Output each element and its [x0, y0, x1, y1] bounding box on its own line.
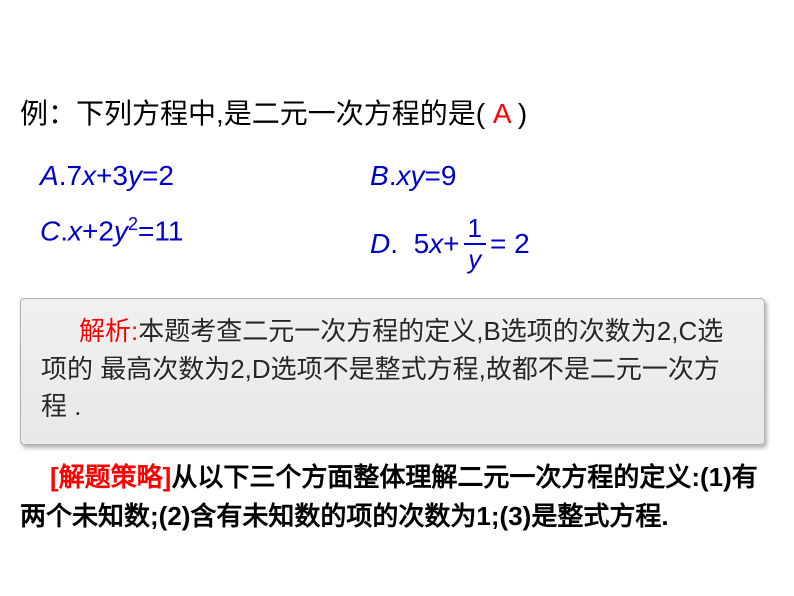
explanation-box: 解析:本题考查二元一次方程的定义,B选项的次数为2,C选项的 最高次数为2,D选… — [20, 298, 765, 445]
option-d-v1: x — [429, 228, 443, 260]
option-c-v2: y — [114, 215, 128, 246]
option-row-2: C.x+2y2=11 D. 5x + 1y = 2 — [40, 214, 740, 273]
option-c-mid: +2 — [82, 215, 114, 246]
option-c-v1: x — [68, 215, 82, 246]
strategy-block: [解题策略]从以下三个方面整体理解二元一次方程的定义:(1)有两个未知数;(2)… — [20, 458, 765, 536]
question-suffix: ) — [518, 98, 527, 129]
option-d-rhs: = 2 — [490, 228, 530, 260]
option-d-coef: 5 — [414, 228, 430, 260]
option-a-v2: y — [128, 160, 142, 191]
option-b-v2: y — [410, 160, 424, 191]
option-d-plus: + — [443, 228, 459, 260]
option-d-fraction: 1y — [464, 214, 486, 273]
option-d: D. 5x + 1y = 2 — [370, 214, 530, 273]
option-b-letter: B — [370, 160, 389, 191]
option-a-v1: x — [82, 160, 96, 191]
option-row-1: A.7x+3y=2 B.xy=9 — [40, 160, 740, 192]
option-b-v1: x — [396, 160, 410, 191]
option-d-letter: D — [370, 228, 390, 260]
option-a-letter: A — [40, 160, 59, 191]
option-c-rhs: =11 — [138, 215, 183, 246]
explanation-text: 本题考查二元一次方程的定义,B选项的次数为2,C选项的 最高次数为2,D选项不是… — [41, 316, 723, 421]
explanation-label: 解析: — [79, 316, 138, 346]
question-line: 例：下列方程中,是二元一次方程的是( A ) — [20, 92, 527, 132]
option-d-den: y — [464, 245, 485, 274]
option-a-pre: 7 — [66, 160, 82, 191]
question-answer: A — [493, 98, 510, 129]
option-a-mid: +3 — [96, 160, 128, 191]
option-a: A.7x+3y=2 — [40, 160, 370, 192]
option-a-rhs: =2 — [142, 160, 174, 191]
options-block: A.7x+3y=2 B.xy=9 C.x+2y2=11 D. 5x + 1y =… — [40, 160, 740, 295]
strategy-label: [解题策略] — [50, 462, 171, 492]
option-c: C.x+2y2=11 — [40, 214, 370, 273]
option-d-num: 1 — [464, 214, 486, 245]
option-c-sup: 2 — [128, 214, 138, 234]
question-prefix: 例：下列方程中,是二元一次方程的是( — [20, 98, 485, 129]
option-c-letter: C — [40, 215, 60, 246]
option-b-rhs: =9 — [424, 160, 456, 191]
option-b: B.xy=9 — [370, 160, 670, 192]
